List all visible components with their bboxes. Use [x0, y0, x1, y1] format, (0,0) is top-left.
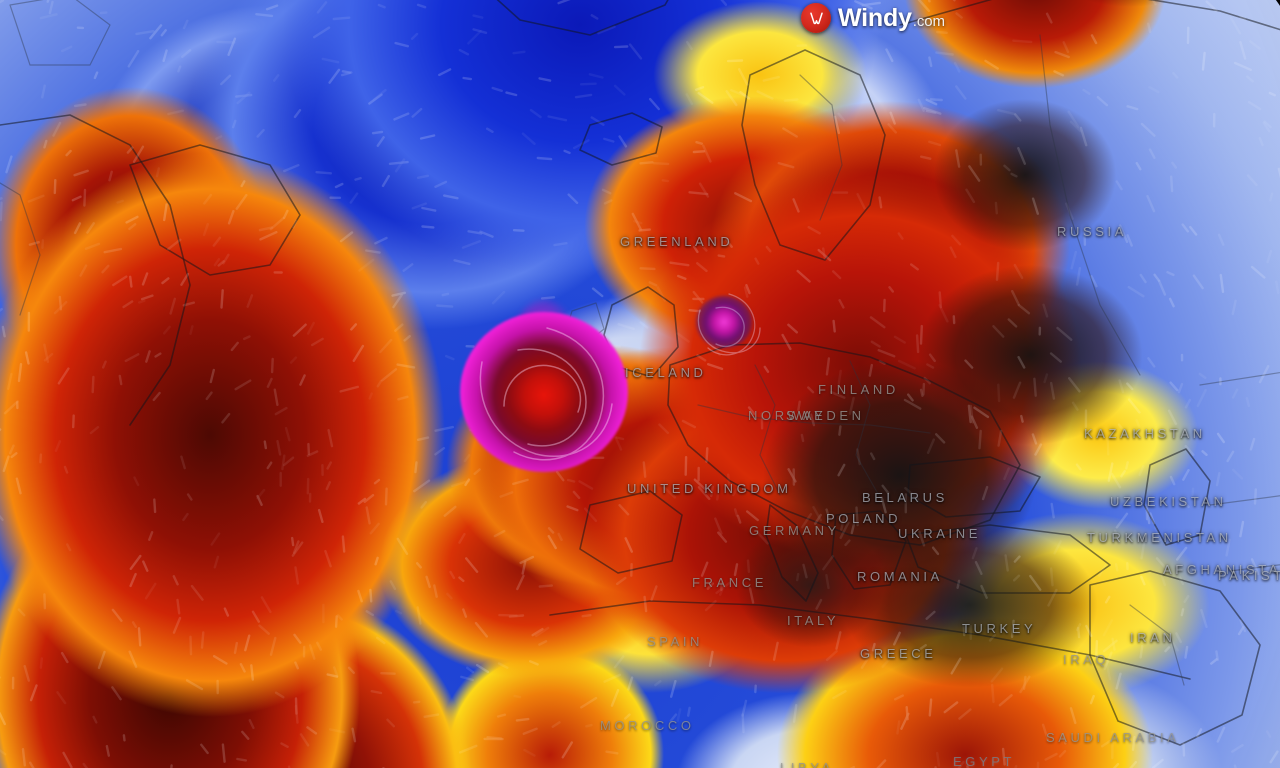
- brand-suffix: .com: [912, 12, 945, 30]
- primary-cyclone-spiral-arms: [452, 300, 642, 486]
- windy-wordmark: Windy .com: [838, 3, 945, 32]
- windy-logo-icon: [801, 3, 831, 33]
- brand-name: Windy: [838, 3, 912, 32]
- windy-logo[interactable]: Windy .com: [801, 3, 945, 33]
- secondary-cyclone-spiral-arms: [686, 282, 772, 366]
